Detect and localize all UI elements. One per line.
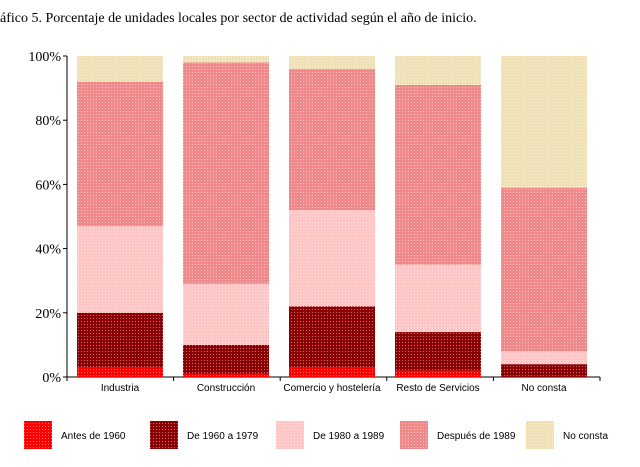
legend-label: No consta bbox=[563, 431, 608, 442]
bar-texture bbox=[183, 283, 269, 345]
y-tick-label: 20% bbox=[35, 307, 61, 322]
bar-texture bbox=[289, 367, 375, 377]
bar-segment bbox=[289, 367, 375, 377]
bar-texture bbox=[395, 84, 481, 265]
legend-swatch-texture bbox=[276, 421, 304, 449]
bar-segment bbox=[77, 312, 163, 368]
bar-segment bbox=[395, 264, 481, 333]
legend-label: De 1980 a 1989 bbox=[313, 431, 385, 442]
bar-texture bbox=[77, 226, 163, 313]
y-tick-label: 100% bbox=[28, 50, 61, 65]
legend-swatch-texture bbox=[24, 421, 52, 449]
bar-segment bbox=[501, 364, 587, 377]
bar-segment bbox=[395, 84, 481, 265]
y-tick-label: 40% bbox=[35, 243, 61, 258]
legend: Antes de 1960 De 1960 a 1979 De 1980 a 198… bbox=[24, 421, 608, 449]
legend-label: Después de 1989 bbox=[437, 431, 516, 442]
legend-item: Antes de 1960 bbox=[24, 421, 126, 449]
bar-texture bbox=[77, 56, 163, 82]
x-tick-label: Comercio y hostelería bbox=[283, 383, 381, 394]
legend-label: De 1960 a 1979 bbox=[187, 431, 259, 442]
bar-segment bbox=[289, 68, 375, 211]
bar-texture bbox=[501, 351, 587, 365]
bar-segment bbox=[183, 283, 269, 345]
bar-segment bbox=[183, 62, 269, 284]
bar-segment bbox=[289, 210, 375, 307]
bar-texture bbox=[183, 344, 269, 374]
chart-title: áfico 5. Porcentaje de unidades locales … bbox=[0, 11, 477, 26]
bar-texture bbox=[395, 56, 481, 85]
bar-segment bbox=[501, 56, 587, 188]
bar-segment bbox=[183, 344, 269, 374]
bar-texture bbox=[289, 68, 375, 211]
bar-segment bbox=[395, 56, 481, 85]
bar-texture bbox=[501, 187, 587, 352]
legend-item: De 1980 a 1989 bbox=[276, 421, 385, 449]
x-tick-label: No consta bbox=[521, 383, 566, 394]
bar-texture bbox=[183, 56, 269, 63]
bar-segment bbox=[289, 56, 375, 69]
bar-segment bbox=[395, 332, 481, 371]
y-tick-label: 80% bbox=[35, 114, 61, 129]
bar-texture bbox=[501, 364, 587, 377]
bar-texture bbox=[289, 210, 375, 307]
bar-texture bbox=[183, 62, 269, 284]
bar-texture bbox=[77, 312, 163, 368]
bar-segment bbox=[77, 226, 163, 313]
legend-swatch-texture bbox=[150, 421, 178, 449]
bar-segment bbox=[77, 81, 163, 227]
bar-segment bbox=[395, 370, 481, 377]
bar-segment bbox=[183, 56, 269, 63]
bar-segment bbox=[183, 373, 269, 377]
bar-texture bbox=[77, 367, 163, 377]
x-tick-label: Construcción bbox=[197, 383, 255, 394]
legend-item: No consta bbox=[526, 421, 608, 449]
bar-segment bbox=[501, 351, 587, 365]
bar-texture bbox=[77, 81, 163, 227]
bar-segment bbox=[289, 306, 375, 368]
legend-label: Antes de 1960 bbox=[61, 431, 126, 442]
plot-area: 0% 20% 40% 60% 80% 100% Industria Construcción C… bbox=[28, 50, 601, 394]
x-tick-label: Resto de Servicios bbox=[396, 383, 479, 394]
bar-texture bbox=[501, 56, 587, 188]
legend-item: Después de 1989 bbox=[400, 421, 516, 449]
legend-swatch-texture bbox=[526, 421, 554, 449]
legend-item: De 1960 a 1979 bbox=[150, 421, 259, 449]
bar-segment bbox=[77, 367, 163, 377]
bar-texture bbox=[395, 370, 481, 377]
bar-texture bbox=[289, 56, 375, 69]
bar-segment bbox=[501, 187, 587, 352]
bar-texture bbox=[395, 264, 481, 333]
y-tick-label: 0% bbox=[42, 371, 61, 386]
legend-swatch-texture bbox=[400, 421, 428, 449]
bar-texture bbox=[395, 332, 481, 371]
x-tick-label: Industria bbox=[101, 383, 140, 394]
y-tick-label: 60% bbox=[35, 178, 61, 193]
bar-texture bbox=[183, 373, 269, 377]
bar-segment bbox=[77, 56, 163, 82]
bar-texture bbox=[289, 306, 375, 368]
